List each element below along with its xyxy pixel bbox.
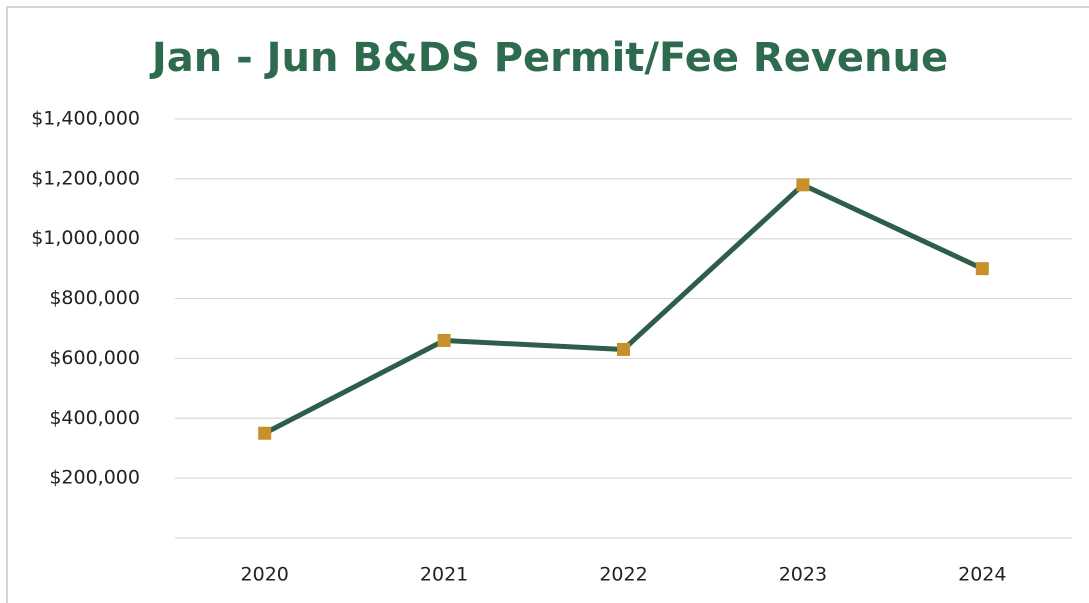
x-tick-label: 2021 bbox=[420, 564, 468, 586]
y-tick-label: $200,000 bbox=[49, 467, 140, 489]
marker bbox=[437, 333, 451, 347]
x-tick-label: 2024 bbox=[958, 564, 1006, 586]
y-tick-label: $1,000,000 bbox=[31, 227, 140, 249]
x-tick-label: 2022 bbox=[599, 564, 647, 586]
y-tick-label: $600,000 bbox=[49, 347, 140, 369]
marker bbox=[975, 262, 989, 276]
marker bbox=[796, 178, 810, 192]
marker bbox=[617, 342, 630, 356]
x-tick-label: 2020 bbox=[241, 564, 289, 586]
x-tick-label: 2023 bbox=[779, 564, 827, 586]
chart-border bbox=[6, 6, 1089, 603]
y-tick-label: $400,000 bbox=[49, 407, 140, 429]
y-tick-label: $1,400,000 bbox=[31, 108, 140, 130]
y-tick-label: $800,000 bbox=[49, 287, 140, 309]
y-tick-label: $1,200,000 bbox=[31, 167, 140, 189]
chart-title: Jan - Jun B&DS Permit/Fee Revenue bbox=[149, 35, 948, 81]
marker bbox=[258, 426, 272, 440]
